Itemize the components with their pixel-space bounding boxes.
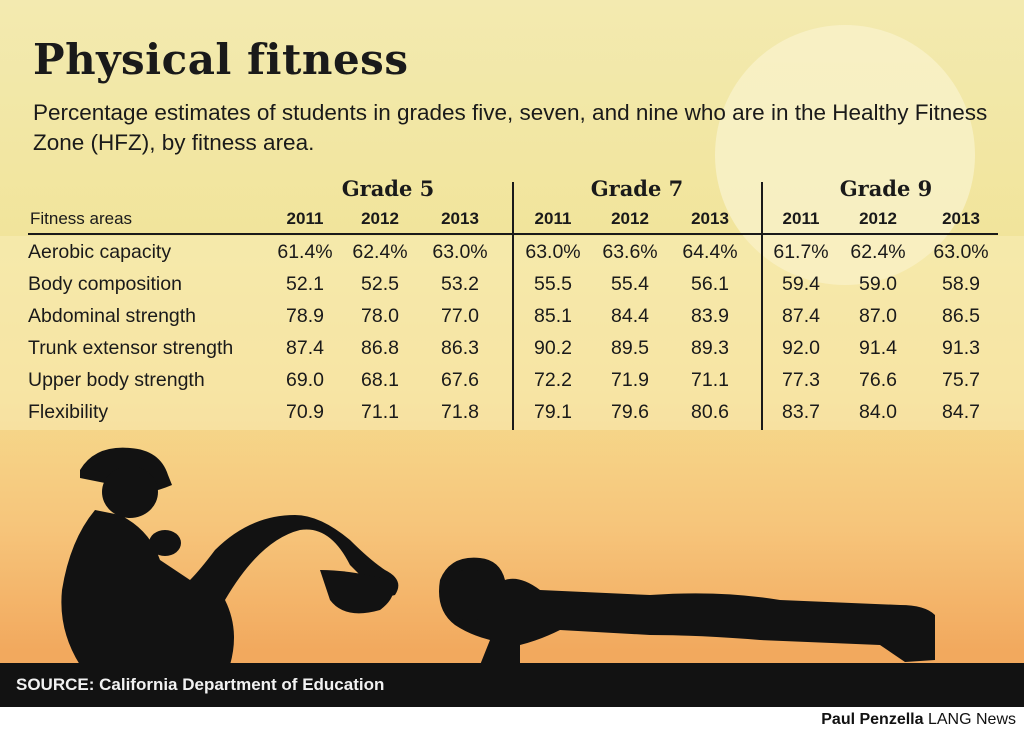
table-cell: 86.3 [441, 337, 479, 359]
table-cell: 71.8 [441, 401, 479, 423]
table-cell: 53.2 [441, 273, 479, 295]
table-cell: 70.9 [286, 401, 324, 423]
table-cell: 63.6% [602, 241, 658, 263]
table-cell: 62.4% [352, 241, 408, 263]
table-cell: 75.7 [942, 369, 980, 391]
table-cell: 59.0 [859, 273, 897, 295]
table-cell: 52.1 [286, 273, 324, 295]
table-cell: 86.8 [361, 337, 399, 359]
table-cell: 64.4% [682, 241, 738, 263]
table-cell: 83.7 [782, 401, 820, 423]
credit-outlet: LANG News [927, 711, 1016, 728]
year-header: 2013 [691, 209, 729, 228]
table-cell: 87.4 [782, 305, 820, 327]
table-cell: 56.1 [691, 273, 729, 295]
table-cell: 77.3 [782, 369, 820, 391]
row-header: Fitness areas [30, 209, 133, 228]
year-header: 2011 [286, 209, 324, 228]
table-cell: 52.5 [361, 273, 399, 295]
chart-subtitle: Percentage estimates of students in grad… [33, 100, 988, 155]
table-cell: 63.0% [933, 241, 989, 263]
source-bar: SOURCE: California Department of Educati… [0, 665, 1024, 707]
table-cell: 71.1 [361, 401, 399, 423]
group-header: Grade 5 [341, 176, 435, 201]
group-header: Grade 7 [590, 176, 684, 201]
table-cell: 58.9 [942, 273, 980, 295]
chart-title: Physical fitness [33, 35, 409, 84]
year-header: 2013 [942, 209, 980, 228]
table-cell: 61.4% [277, 241, 333, 263]
table-cell: 71.9 [611, 369, 649, 391]
table-cell: 71.1 [691, 369, 729, 391]
exercise-silhouettes [0, 447, 1024, 670]
row-label: Upper body strength [28, 369, 205, 391]
table-cell: 78.9 [286, 305, 324, 327]
table-cell: 69.0 [286, 369, 324, 391]
table-cell: 86.5 [942, 305, 980, 327]
table-cell: 83.9 [691, 305, 729, 327]
table-cell: 61.7% [773, 241, 829, 263]
infographic-background: Physical fitness Percentage estimates of… [0, 0, 1024, 707]
row-label: Body composition [28, 273, 182, 295]
year-header: 2012 [361, 209, 399, 228]
table-cell: 72.2 [534, 369, 572, 391]
sun-graphic [715, 25, 975, 285]
group-divider [512, 182, 514, 430]
table-cell: 84.4 [611, 305, 649, 327]
year-header: 2012 [611, 209, 649, 228]
table-cell: 55.5 [534, 273, 572, 295]
table-cell: 91.4 [859, 337, 897, 359]
table-cell: 79.6 [611, 401, 649, 423]
table-cell: 87.4 [286, 337, 324, 359]
table-cell: 87.0 [859, 305, 897, 327]
table-cell: 84.0 [859, 401, 897, 423]
table-cell: 63.0% [525, 241, 581, 263]
year-header: 2011 [782, 209, 820, 228]
row-label: Trunk extensor strength [28, 337, 234, 359]
group-divider [761, 182, 763, 430]
table-cell: 76.6 [859, 369, 897, 391]
table-cell: 62.4% [850, 241, 906, 263]
table-cell: 79.1 [534, 401, 572, 423]
table-cell: 55.4 [611, 273, 649, 295]
table-cell: 77.0 [441, 305, 479, 327]
table-cell: 59.4 [782, 273, 820, 295]
table-cell: 84.7 [942, 401, 980, 423]
row-label: Abdominal strength [28, 305, 197, 327]
table-cell: 67.6 [441, 369, 479, 391]
table-cell: 89.5 [611, 337, 649, 359]
year-header: 2012 [859, 209, 897, 228]
boy-situp-silhouette [61, 447, 399, 665]
table-cell: 68.1 [361, 369, 399, 391]
table-cell: 78.0 [361, 305, 399, 327]
credit-line: Paul Penzella LANG News [821, 711, 1016, 729]
table-cell: 85.1 [534, 305, 572, 327]
row-label: Flexibility [28, 401, 109, 423]
credit-author: Paul Penzella [821, 711, 924, 728]
table-cell: 89.3 [691, 337, 729, 359]
table-cell: 92.0 [782, 337, 820, 359]
source-text: SOURCE: California Department of Educati… [16, 675, 385, 694]
table-cell: 90.2 [534, 337, 572, 359]
table-cell: 80.6 [691, 401, 729, 423]
row-label: Aerobic capacity [28, 241, 172, 263]
table-cell: 91.3 [942, 337, 980, 359]
table-cell: 63.0% [432, 241, 488, 263]
group-header: Grade 9 [839, 176, 933, 201]
year-header: 2013 [441, 209, 479, 228]
year-header: 2011 [534, 209, 572, 228]
girl-pushup-silhouette [439, 557, 935, 665]
